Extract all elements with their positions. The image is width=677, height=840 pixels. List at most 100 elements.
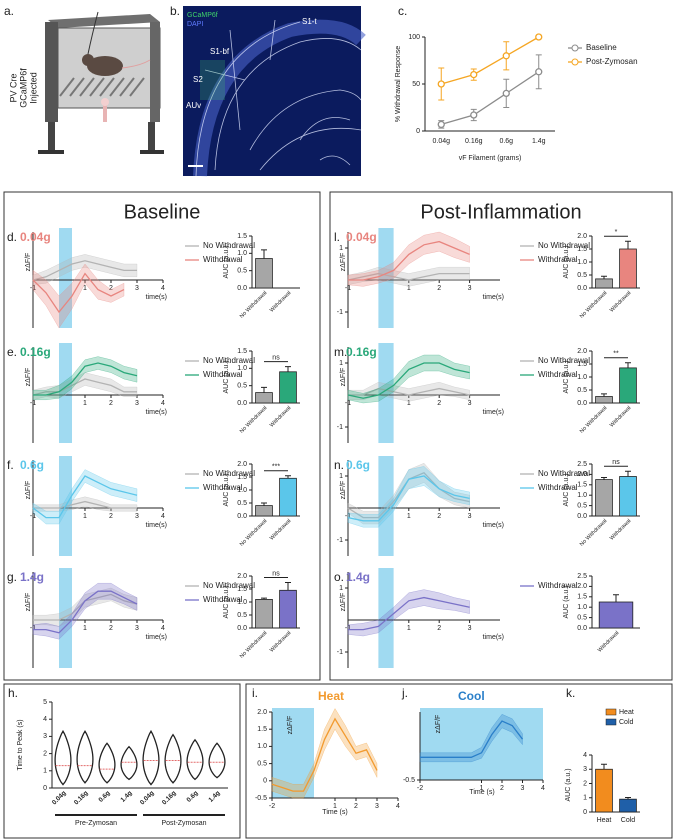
region-label: S1-t <box>302 17 317 26</box>
series-line <box>32 475 138 519</box>
x-tick-label: 4 <box>161 400 165 407</box>
stimulus-window <box>59 343 72 443</box>
legend-label: Withdrawal <box>538 255 578 264</box>
y-tick-label: 1.0 <box>577 374 587 381</box>
y-axis-label: AUC (a.u.) <box>563 585 570 618</box>
x-axis-label: time(s) <box>483 294 504 301</box>
x-tick-label: 2 <box>437 625 441 632</box>
violin <box>208 742 226 779</box>
y-tick-label: 0.0 <box>577 400 587 407</box>
x-tick-label: Withdrawal <box>269 630 292 653</box>
x-tick-label: -1 <box>345 400 351 407</box>
bar <box>619 476 637 517</box>
panel-title: 0.04g <box>20 230 51 244</box>
region-label: S2 <box>193 75 203 84</box>
y-tick-label: -0.5 <box>403 777 415 784</box>
point <box>502 52 510 60</box>
x-tick-label: 2 <box>354 803 358 810</box>
significance-label: ** <box>613 351 619 358</box>
y-tick-label: 0.5 <box>577 387 587 394</box>
point <box>470 111 478 119</box>
y-tick-label: 0.5 <box>257 760 267 767</box>
x-tick-label: 1 <box>83 400 87 407</box>
y-tick-label: 2.0 <box>257 709 267 716</box>
y-tick-label: 0.5 <box>237 268 247 275</box>
significance-label: ns <box>612 459 620 466</box>
series-line <box>441 71 540 126</box>
error-band <box>32 469 138 525</box>
error-bar <box>601 275 607 279</box>
panel-title: 0.16g <box>20 345 51 359</box>
legend-label: Withdrawal <box>538 483 578 492</box>
x-tick-label: 1 <box>407 625 411 632</box>
x-tick-label: 1 <box>480 785 484 792</box>
panel-label: f. <box>7 458 14 472</box>
x-tick-label: Withdrawal <box>597 630 620 653</box>
y-tick-label: 0.5 <box>577 272 587 279</box>
y-tick-label: 4 <box>43 716 47 723</box>
y-axis-label: AUC (a.u.) <box>565 768 572 801</box>
series-line <box>348 240 470 281</box>
x-axis-label: Time (s) <box>322 809 347 816</box>
significance-label: ns <box>272 570 280 577</box>
x-tick-label: -1 <box>30 513 36 520</box>
y-tick-label: 2.0 <box>577 583 587 590</box>
y-tick-label: 1.0 <box>577 259 587 266</box>
x-tick-label: -1 <box>30 400 36 407</box>
series-line <box>271 717 378 792</box>
x-tick-label: No Withdrawal <box>239 518 269 548</box>
x-tick-label: Withdrawal <box>269 290 292 313</box>
violin <box>164 733 182 784</box>
y-tick-label: 4 <box>583 752 587 759</box>
legend-label: No Withdrawal <box>538 356 590 365</box>
x-tick-label: 3 <box>468 513 472 520</box>
x-tick-label: Withdrawal <box>609 405 632 428</box>
x-tick-label: 1.4g <box>119 790 133 804</box>
x-tick-label: 4 <box>161 285 165 292</box>
y-tick-label: -1 <box>337 649 343 656</box>
error-bar <box>285 582 291 591</box>
panel-title: Cool <box>458 689 485 703</box>
error-band <box>32 582 138 640</box>
y-tick-label: 1.5 <box>237 586 247 593</box>
error-band <box>347 354 470 404</box>
mouse-label-line: Injected <box>28 72 38 104</box>
legend-label: Withdrawal <box>203 370 243 379</box>
x-tick-label: 1 <box>407 285 411 292</box>
y-tick-label: 0.0 <box>237 625 247 632</box>
legend-label: Heat <box>619 709 634 716</box>
legend-label: Withdrawal <box>538 370 578 379</box>
legend-label: No Withdrawal <box>538 241 590 250</box>
legend-label: No Withdrawal <box>203 356 255 365</box>
bar <box>279 589 297 629</box>
panel-label: j. <box>401 686 408 700</box>
x-tick-label: 0.04g <box>432 138 450 145</box>
y-tick-label: 3 <box>43 733 47 740</box>
y-tick-label: -1 <box>337 424 343 431</box>
x-tick-label: 2 <box>109 400 113 407</box>
violin <box>186 738 204 781</box>
x-tick-label: 0.6g <box>185 790 199 804</box>
x-tick-label: 0.16g <box>73 790 90 807</box>
y-tick-label: 2 <box>583 780 587 787</box>
section-box <box>3 683 241 839</box>
y-axis-label: AUC (a.u.) <box>223 360 230 393</box>
legend-swatch <box>605 718 617 726</box>
error-bar <box>261 249 267 259</box>
point <box>470 70 478 79</box>
y-axis-label: zΔF/F <box>25 253 32 272</box>
panel-title: 0.6g <box>20 458 44 472</box>
error-bar <box>285 475 291 479</box>
x-tick-label: 1 <box>83 625 87 632</box>
panel-title: 0.6g <box>346 458 370 472</box>
section-box <box>329 191 673 681</box>
y-tick-label: -1 <box>337 309 343 316</box>
x-tick-label: 3 <box>135 285 139 292</box>
x-tick-label: 3 <box>135 400 139 407</box>
x-axis-label: vF Filament (grams) <box>459 155 522 162</box>
y-tick-label: 2 <box>43 750 47 757</box>
series-line <box>33 500 137 509</box>
panel-label: n. <box>334 458 344 472</box>
y-tick-label: 0.5 <box>237 500 247 507</box>
